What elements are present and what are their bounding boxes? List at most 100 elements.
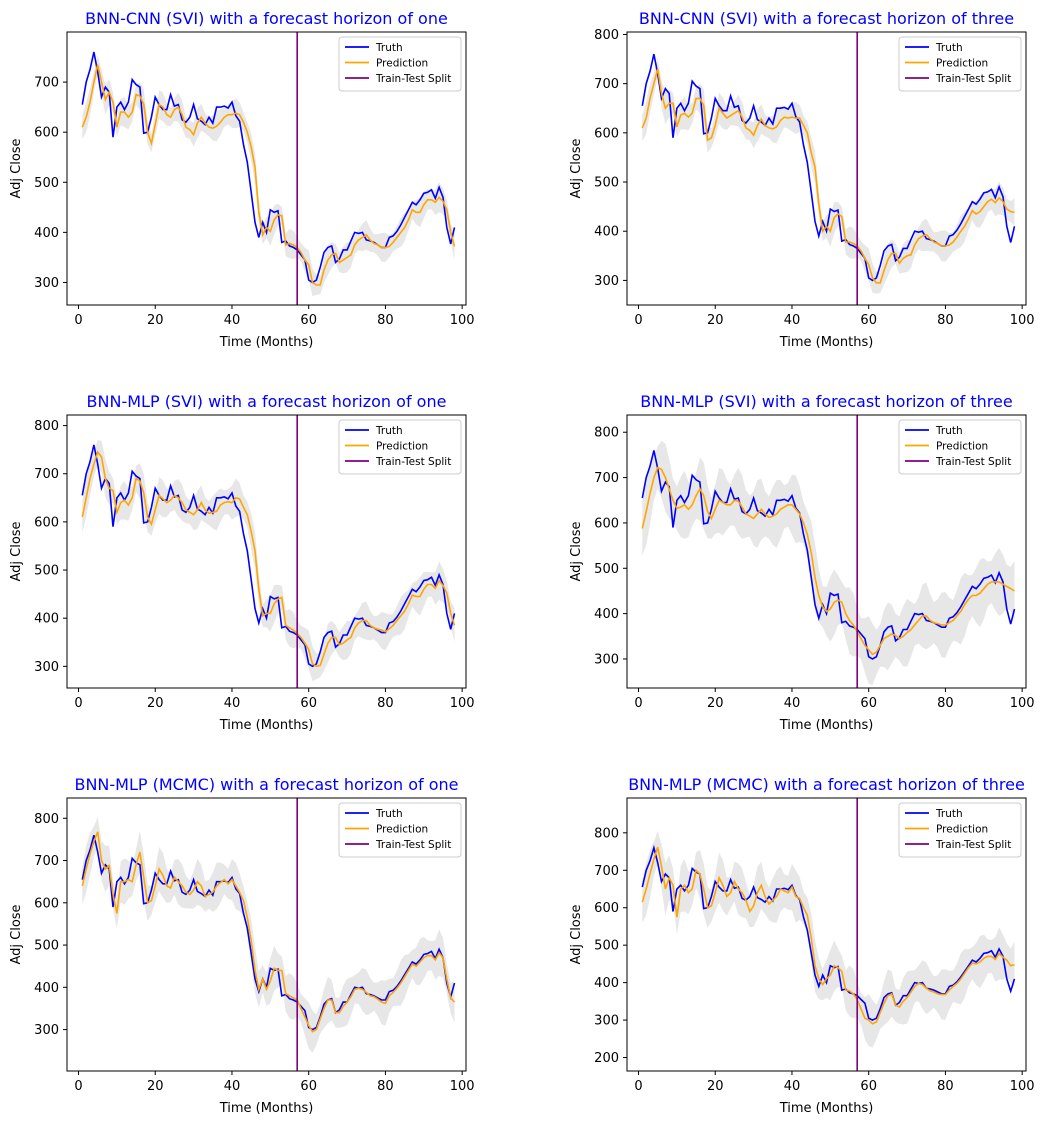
y-tick-label: 800 (34, 812, 59, 827)
y-tick-label: 700 (34, 467, 59, 482)
x-tick-label: 0 (634, 313, 642, 328)
y-tick-label: 800 (594, 28, 619, 43)
legend: Truth Prediction Train-Test Split (898, 419, 1022, 475)
axes-frame (626, 797, 1027, 1072)
x-axis-label: Time (Months) (779, 1101, 874, 1116)
prediction-line (641, 68, 1015, 284)
plot-area (81, 415, 456, 688)
chart-panel-5: 0 20 40 60 80 100 300 400 500 600 700 800 BNN-MLP (M… (9, 775, 475, 1116)
x-tick-label: 60 (860, 313, 877, 328)
x-tick-label: 20 (147, 696, 164, 711)
x-tick-label: 60 (300, 313, 317, 328)
y-tick-label: 400 (34, 612, 59, 627)
legend-prediction-label: Prediction (376, 57, 428, 69)
prediction-line (641, 466, 1015, 656)
legend-train-test-split-label: Train-Test Split (375, 73, 451, 85)
x-tick-label: 20 (147, 313, 164, 328)
chart-panel-6: 0 20 40 60 80 100 200 300 400 500 600 700 800 BNN-MLP… (569, 775, 1035, 1116)
axes-frame (626, 31, 1027, 306)
x-tick-label: 100 (450, 1079, 475, 1094)
y-tick-label: 500 (34, 564, 59, 579)
x-tick-label: 40 (784, 313, 801, 328)
y-tick-label: 600 (34, 126, 59, 141)
chart-title: BNN-CNN (SVI) with a forecast horizon of… (639, 9, 1014, 28)
y-tick-label: 400 (594, 607, 619, 622)
chart-panel-1: 0 20 40 60 80 100 300 400 500 600 700 BNN-CNN (SVI)… (9, 9, 475, 350)
y-tick-label: 400 (34, 226, 59, 241)
chart-title: BNN-MLP (SVI) with a forecast horizon of… (87, 392, 447, 411)
x-tick-label: 20 (707, 696, 724, 711)
y-tick-label: 500 (594, 176, 619, 191)
x-tick-label: 40 (784, 1079, 801, 1094)
y-tick-label: 300 (34, 1023, 59, 1038)
truth-line (641, 450, 1016, 660)
uncertainty-band (82, 817, 455, 1053)
x-tick-label: 100 (450, 696, 475, 711)
y-tick-label: 500 (594, 562, 619, 577)
x-tick-label: 100 (450, 313, 475, 328)
x-tick-label: 40 (224, 1079, 241, 1094)
y-tick-label: 800 (594, 426, 619, 441)
truth-line (641, 53, 1016, 282)
axes-frame (66, 797, 467, 1072)
x-tick-label: 20 (147, 1079, 164, 1094)
legend: Truth Prediction Train-Test Split (898, 36, 1022, 92)
y-axis-label: Adj Close (9, 138, 24, 198)
x-tick-label: 80 (377, 313, 394, 328)
x-tick-label: 60 (860, 1079, 877, 1094)
legend-box (338, 419, 462, 475)
y-tick-label: 300 (594, 1014, 619, 1029)
legend: Truth Prediction Train-Test Split (898, 802, 1022, 858)
uncertainty-band (642, 830, 1015, 1048)
prediction-line (81, 64, 456, 286)
x-tick-label: 0 (74, 1079, 82, 1094)
legend-box (338, 802, 462, 858)
prediction-line (81, 450, 456, 668)
legend-truth-label: Truth (375, 42, 403, 54)
y-tick-label: 600 (34, 896, 59, 911)
legend-truth-label: Truth (375, 808, 403, 820)
legend-prediction-label: Prediction (936, 823, 988, 835)
legend-box (338, 36, 462, 92)
truth-line (641, 844, 1016, 1021)
plot-area (641, 798, 1016, 1071)
x-tick-label: 40 (224, 313, 241, 328)
y-axis-label: Adj Close (569, 904, 584, 964)
y-tick-label: 600 (594, 126, 619, 141)
x-tick-label: 60 (300, 1079, 317, 1094)
y-tick-label: 600 (34, 515, 59, 530)
y-axis-label: Adj Close (9, 904, 24, 964)
x-tick-label: 100 (1010, 1079, 1035, 1094)
legend-train-test-split-label: Train-Test Split (375, 839, 451, 851)
x-tick-label: 100 (1010, 696, 1035, 711)
x-tick-label: 100 (1010, 313, 1035, 328)
legend: Truth Prediction Train-Test Split (338, 419, 462, 475)
legend-truth-label: Truth (375, 425, 403, 437)
legend-train-test-split-label: Train-Test Split (935, 456, 1011, 468)
legend-prediction-label: Prediction (936, 440, 988, 452)
legend-truth-label: Truth (935, 808, 963, 820)
x-axis-label: Time (Months) (779, 335, 874, 350)
truth-line (81, 444, 456, 668)
plot-area (641, 415, 1016, 688)
uncertainty-band (642, 440, 1015, 686)
chart-title: BNN-MLP (MCMC) with a forecast horizon o… (74, 775, 458, 794)
plot-area (81, 798, 456, 1071)
truth-line (81, 51, 456, 284)
x-tick-label: 40 (784, 696, 801, 711)
y-tick-label: 700 (594, 471, 619, 486)
axes-frame (66, 31, 467, 306)
legend: Truth Prediction Train-Test Split (338, 802, 462, 858)
chart-title: BNN-MLP (MCMC) with a forecast horizon o… (628, 775, 1025, 794)
prediction-line (641, 846, 1015, 1025)
uncertainty-band (642, 58, 1015, 294)
y-tick-label: 400 (34, 981, 59, 996)
y-axis-label: Adj Close (569, 521, 584, 581)
y-tick-label: 700 (34, 76, 59, 91)
chart-panel-4: 0 20 40 60 80 100 300 400 500 600 700 800 BNN-MLP (S… (569, 392, 1035, 733)
legend-box (898, 419, 1022, 475)
truth-line (81, 834, 456, 1031)
chart-title: BNN-MLP (SVI) with a forecast horizon of… (640, 392, 1012, 411)
x-tick-label: 60 (860, 696, 877, 711)
legend-train-test-split-label: Train-Test Split (935, 73, 1011, 85)
